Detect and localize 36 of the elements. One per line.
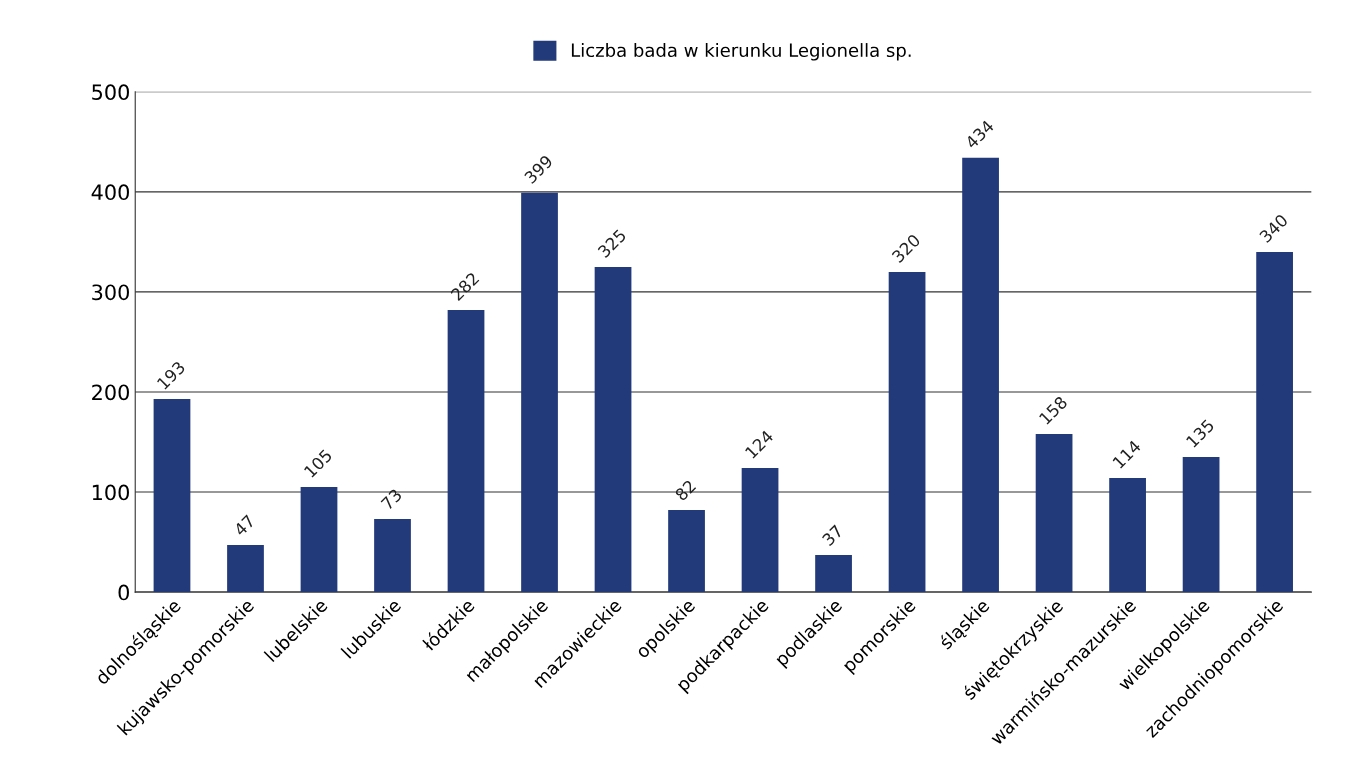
bar xyxy=(300,487,338,593)
bar xyxy=(815,555,852,593)
bar xyxy=(1035,434,1073,593)
data-label: 320 xyxy=(891,233,921,264)
y-tick-label: 400 xyxy=(91,184,129,201)
bar xyxy=(962,157,999,593)
data-label: 399 xyxy=(523,154,554,185)
y-tick-label: 0 xyxy=(118,584,129,601)
bar xyxy=(521,192,558,593)
data-label: 82 xyxy=(674,479,697,502)
data-label: 193 xyxy=(156,360,186,390)
bar xyxy=(668,510,705,593)
bar xyxy=(227,545,264,593)
data-label: 434 xyxy=(964,119,995,150)
y-tick-label: 300 xyxy=(92,284,129,301)
data-label: 340 xyxy=(1258,213,1289,244)
data-label: 124 xyxy=(744,429,774,459)
bar xyxy=(1182,457,1220,593)
bar xyxy=(888,271,926,593)
data-label: 114 xyxy=(1112,439,1142,469)
bar xyxy=(153,398,191,593)
data-label: 73 xyxy=(380,488,403,511)
bar xyxy=(594,266,632,593)
bar xyxy=(1109,478,1146,593)
data-label: 47 xyxy=(233,514,256,537)
data-label: 282 xyxy=(450,271,480,302)
bar xyxy=(374,519,411,593)
bar xyxy=(447,309,485,593)
y-tick-label: 100 xyxy=(92,484,129,501)
data-label: 158 xyxy=(1038,395,1068,425)
legend-label: Liczba bada w kierunku Legionella sp. xyxy=(571,43,911,61)
bar xyxy=(1256,251,1293,593)
data-label: 37 xyxy=(821,524,844,547)
bar xyxy=(741,468,779,593)
y-tick-label: 200 xyxy=(92,384,129,401)
y-tick-label: 500 xyxy=(92,84,129,101)
